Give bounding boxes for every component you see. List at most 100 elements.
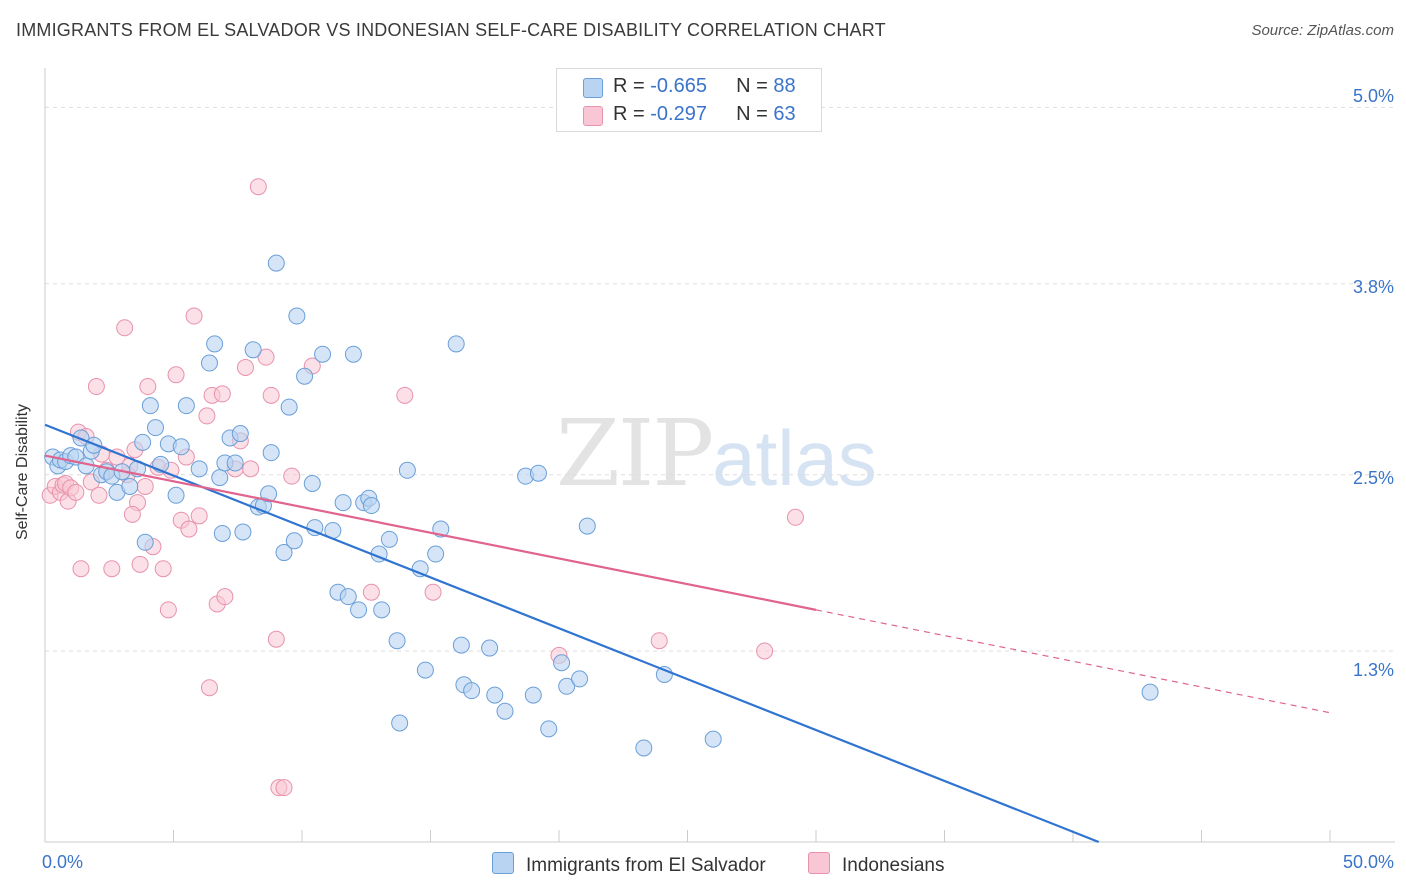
- el-salvador-point: [388, 632, 406, 650]
- el-salvador-point: [296, 367, 314, 385]
- legend-n-value: 88: [773, 75, 796, 97]
- el-salvador-point: [391, 714, 409, 732]
- el-salvador-point: [447, 335, 465, 353]
- el-salvador-point: [172, 438, 190, 456]
- indonesians-point: [396, 386, 414, 404]
- legend-swatch-pink: [583, 106, 603, 126]
- el-salvador-point: [452, 636, 470, 654]
- indonesians-point: [87, 378, 105, 396]
- el-salvador-point: [571, 670, 589, 688]
- indonesians-point: [216, 588, 234, 606]
- legend-n-label: N =: [736, 103, 774, 125]
- el-salvador-point: [362, 497, 380, 515]
- indonesians-point: [242, 460, 260, 478]
- indonesians-point: [283, 467, 301, 485]
- indonesians-trendline-extension: [815, 609, 1331, 714]
- legend-n-label: N =: [736, 75, 774, 97]
- indonesians-point: [116, 319, 134, 337]
- chart-title: IMMIGRANTS FROM EL SALVADOR VS INDONESIA…: [16, 20, 886, 40]
- el-salvador-point: [213, 524, 231, 542]
- el-salvador-point: [211, 469, 229, 487]
- el-salvador-point: [121, 477, 139, 495]
- indonesians-point: [262, 386, 280, 404]
- y-tick-label: 5.0%: [1352, 86, 1394, 106]
- indonesians-point: [198, 407, 216, 425]
- indonesians-point: [213, 385, 231, 403]
- el-salvador-point: [226, 454, 244, 472]
- indonesians-point: [167, 366, 185, 384]
- x-tick-label-max: 50.0%: [1342, 852, 1394, 872]
- el-salvador-point: [540, 720, 558, 738]
- el-salvador-point: [373, 601, 391, 619]
- el-salvador-point: [280, 398, 298, 416]
- el-salvador-point: [380, 530, 398, 548]
- el-salvador-point: [206, 335, 224, 353]
- el-salvador-point: [275, 544, 293, 562]
- el-salvador-point: [231, 425, 249, 443]
- bottom-legend-el-salvador: Immigrants from El Salvador: [492, 852, 766, 877]
- legend-r-label: R =: [613, 103, 651, 125]
- bottom-legend-label: Immigrants from El Salvador: [526, 855, 766, 876]
- indonesians-point: [159, 601, 177, 619]
- indonesians-point: [424, 583, 442, 601]
- el-salvador-point: [350, 601, 368, 619]
- watermark: ZIPatlas: [556, 400, 877, 507]
- el-salvador-point: [85, 436, 103, 454]
- legend-swatch-blue: [583, 78, 603, 98]
- el-salvador-point: [136, 533, 154, 551]
- el-salvador-point: [167, 486, 185, 504]
- el-salvador-point: [334, 494, 352, 512]
- legend-r-value: -0.297: [650, 103, 707, 125]
- el-salvador-point: [578, 517, 596, 535]
- legend-n-value: 63: [773, 103, 796, 125]
- indonesians-point: [123, 505, 141, 523]
- indonesians-point: [154, 560, 172, 578]
- y-axis-label: Self-Care Disability: [14, 403, 31, 540]
- indonesians-point: [756, 642, 774, 660]
- indonesians-trendline: [44, 454, 817, 611]
- source-label: Source: ZipAtlas.com: [1251, 22, 1394, 39]
- el-salvador-point: [463, 682, 481, 700]
- legend-r-value: -0.665: [650, 75, 707, 97]
- el-salvador-point: [267, 254, 285, 272]
- indonesians-point: [90, 486, 108, 504]
- y-tick-label: 1.3%: [1352, 660, 1394, 680]
- indonesians-point: [362, 583, 380, 601]
- el-salvador-point: [398, 461, 416, 479]
- el-salvador-point: [496, 702, 514, 720]
- indonesians-point: [72, 560, 90, 578]
- indonesians-point: [131, 555, 149, 573]
- el-salvador-point: [147, 419, 165, 437]
- indonesians-point: [103, 560, 121, 578]
- indonesians-point: [185, 307, 203, 325]
- watermark-zip: ZIP: [556, 400, 714, 507]
- el-salvador-point: [481, 639, 499, 657]
- indonesians-point: [257, 348, 275, 366]
- el-salvador-point: [339, 588, 357, 606]
- el-salvador-point: [303, 475, 321, 493]
- indonesians-point: [180, 520, 198, 538]
- indonesians-point: [200, 679, 218, 697]
- el-salvador-point: [134, 433, 152, 451]
- el-salvador-point: [704, 730, 722, 748]
- x-tick-label-min: 0.0%: [42, 852, 84, 872]
- el-salvador-point: [427, 545, 445, 563]
- el-salvador-point: [1141, 683, 1159, 701]
- el-salvador-point: [553, 654, 571, 672]
- bottom-legend-label: Indonesians: [842, 855, 945, 876]
- indonesians-point: [650, 632, 668, 650]
- el-salvador-trendline: [44, 423, 1100, 844]
- el-salvador-point: [635, 739, 653, 757]
- y-tick-label: 3.8%: [1352, 277, 1394, 297]
- indonesians-point: [249, 178, 267, 196]
- correlation-legend: R = -0.665 N = 88 R = -0.297 N = 63: [556, 68, 822, 132]
- indonesians-point: [67, 483, 85, 501]
- indonesians-point: [136, 477, 154, 495]
- el-salvador-point: [344, 345, 362, 363]
- indonesians-point: [236, 358, 254, 376]
- indonesians-point: [190, 507, 208, 525]
- el-salvador-point: [524, 686, 542, 704]
- bottom-legend-indonesians: Indonesians: [808, 852, 944, 877]
- bottom-legend-swatch-pink: [808, 852, 830, 874]
- el-salvador-point: [486, 686, 504, 704]
